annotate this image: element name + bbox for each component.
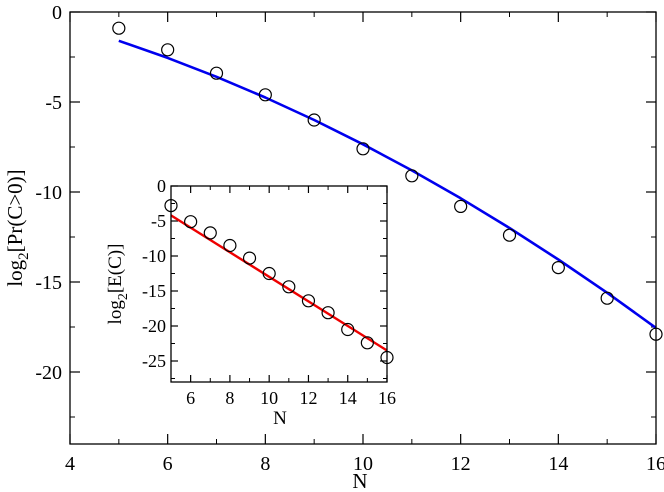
main-data-point <box>454 199 468 213</box>
inset-data-point <box>223 238 237 253</box>
inset-y-tick-label: -25 <box>142 351 166 371</box>
main-y-axis-label-log: log <box>3 259 27 286</box>
inset-data-point <box>301 294 316 308</box>
main-fit-line <box>118 39 657 329</box>
main-x-tick-label: 14 <box>548 453 568 475</box>
inset-data-point <box>184 215 198 229</box>
inset-y-axis-label-sub: 2 <box>116 293 131 300</box>
inset-x-tick-label: 16 <box>378 388 396 408</box>
inset-tick-labels: 6 8 10 12 14 16 0 -5 -10 -15 -20 -25 <box>142 176 396 408</box>
main-data-point <box>405 169 419 183</box>
inset-y-tick-label: 0 <box>157 176 166 196</box>
main-y-axis-label-rest: [Pr(C>0)] <box>3 169 27 252</box>
main-plot-frame <box>69 11 657 445</box>
main-x-tick-label: 10 <box>353 453 373 475</box>
inset-y-axis-label-log: log <box>105 300 126 325</box>
inset-x-tick-label: 14 <box>339 388 357 408</box>
inset-data-point <box>341 322 355 337</box>
main-plot: 4 6 8 10 12 14 160-5-10-15-20 N log2[Pr(C>0)] <box>3 2 664 492</box>
inset-x-axis-label: N <box>273 408 287 429</box>
main-tick-labels: 4 6 8 10 12 14 16 0 -5 -10 -15 -20 <box>35 2 664 475</box>
main-y-axis-label-sub: 2 <box>16 252 32 260</box>
inset-x-tick-label: 12 <box>299 388 317 408</box>
main-data-point <box>161 43 175 57</box>
main-data-point <box>209 66 224 80</box>
main-data-point <box>258 88 272 102</box>
inset-y-axis-label-rest: [E(C)] <box>105 244 126 294</box>
main-y-tick-label: -15 <box>35 272 62 294</box>
inset-y-tick-label: -15 <box>142 281 166 301</box>
inset-x-tick-label: 10 <box>260 388 278 408</box>
inset-data-point <box>282 280 296 294</box>
main-data-point <box>551 261 565 275</box>
inset-y-tick-label: -10 <box>142 246 166 266</box>
main-x-tick-label: 12 <box>451 453 471 475</box>
main-x-tick-label: 8 <box>260 453 270 475</box>
inset-y-tick-label: -20 <box>142 316 166 336</box>
main-data-point <box>502 228 517 242</box>
inset-plot: 6 8 10 12 14 16 0 -5 -10 -15 -20 -25 N log2[E(C)] <box>105 176 396 429</box>
inset-data-point <box>203 226 217 240</box>
main-data-point <box>307 113 321 127</box>
main-y-tick-label: -10 <box>35 182 62 204</box>
inset-data-point <box>262 266 276 281</box>
inset-data-point <box>242 251 257 265</box>
main-x-tick-label: 4 <box>65 453 75 475</box>
main-y-tick-label: 0 <box>52 2 62 24</box>
inset-plot-frame <box>170 185 388 383</box>
main-data-point <box>600 291 614 305</box>
inset-x-tick-label: 6 <box>186 388 195 408</box>
main-y-axis-label: log2[Pr(C>0)] <box>3 169 32 286</box>
main-y-tick-label: -20 <box>35 362 62 384</box>
main-data-point <box>112 21 126 35</box>
main-x-axis-label: N <box>352 469 367 492</box>
main-data-point <box>356 142 370 156</box>
inset-y-axis-label: log2[E(C)] <box>105 244 131 325</box>
inset-data-point <box>360 336 374 350</box>
inset-x-tick-label: 8 <box>225 388 234 408</box>
inset-data-point <box>321 306 335 320</box>
main-x-tick-label: 16 <box>646 453 664 475</box>
main-x-tick-label: 6 <box>163 453 173 475</box>
main-y-tick-label: -5 <box>45 92 62 114</box>
main-series <box>112 21 663 341</box>
inset-y-tick-label: -5 <box>151 211 166 231</box>
